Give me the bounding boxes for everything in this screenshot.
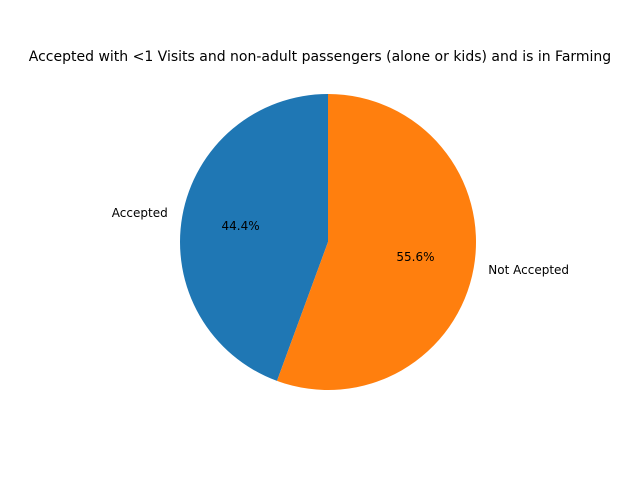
pie-labels: Accepted 44.4% Not Accepted 55.6% xyxy=(112,206,569,277)
pie-slice-accepted xyxy=(180,94,328,381)
chart-title: Accepted with <1 Visits and non-adult pa… xyxy=(29,49,611,65)
slice-label-accepted: Accepted xyxy=(112,206,168,220)
slice-label-not-accepted: Not Accepted xyxy=(488,263,569,277)
slice-percent-not-accepted: 55.6% xyxy=(396,250,434,264)
slice-percent-accepted: 44.4% xyxy=(222,219,260,233)
pie-slice-not-accepted xyxy=(276,93,477,390)
pie-slices xyxy=(180,93,477,390)
